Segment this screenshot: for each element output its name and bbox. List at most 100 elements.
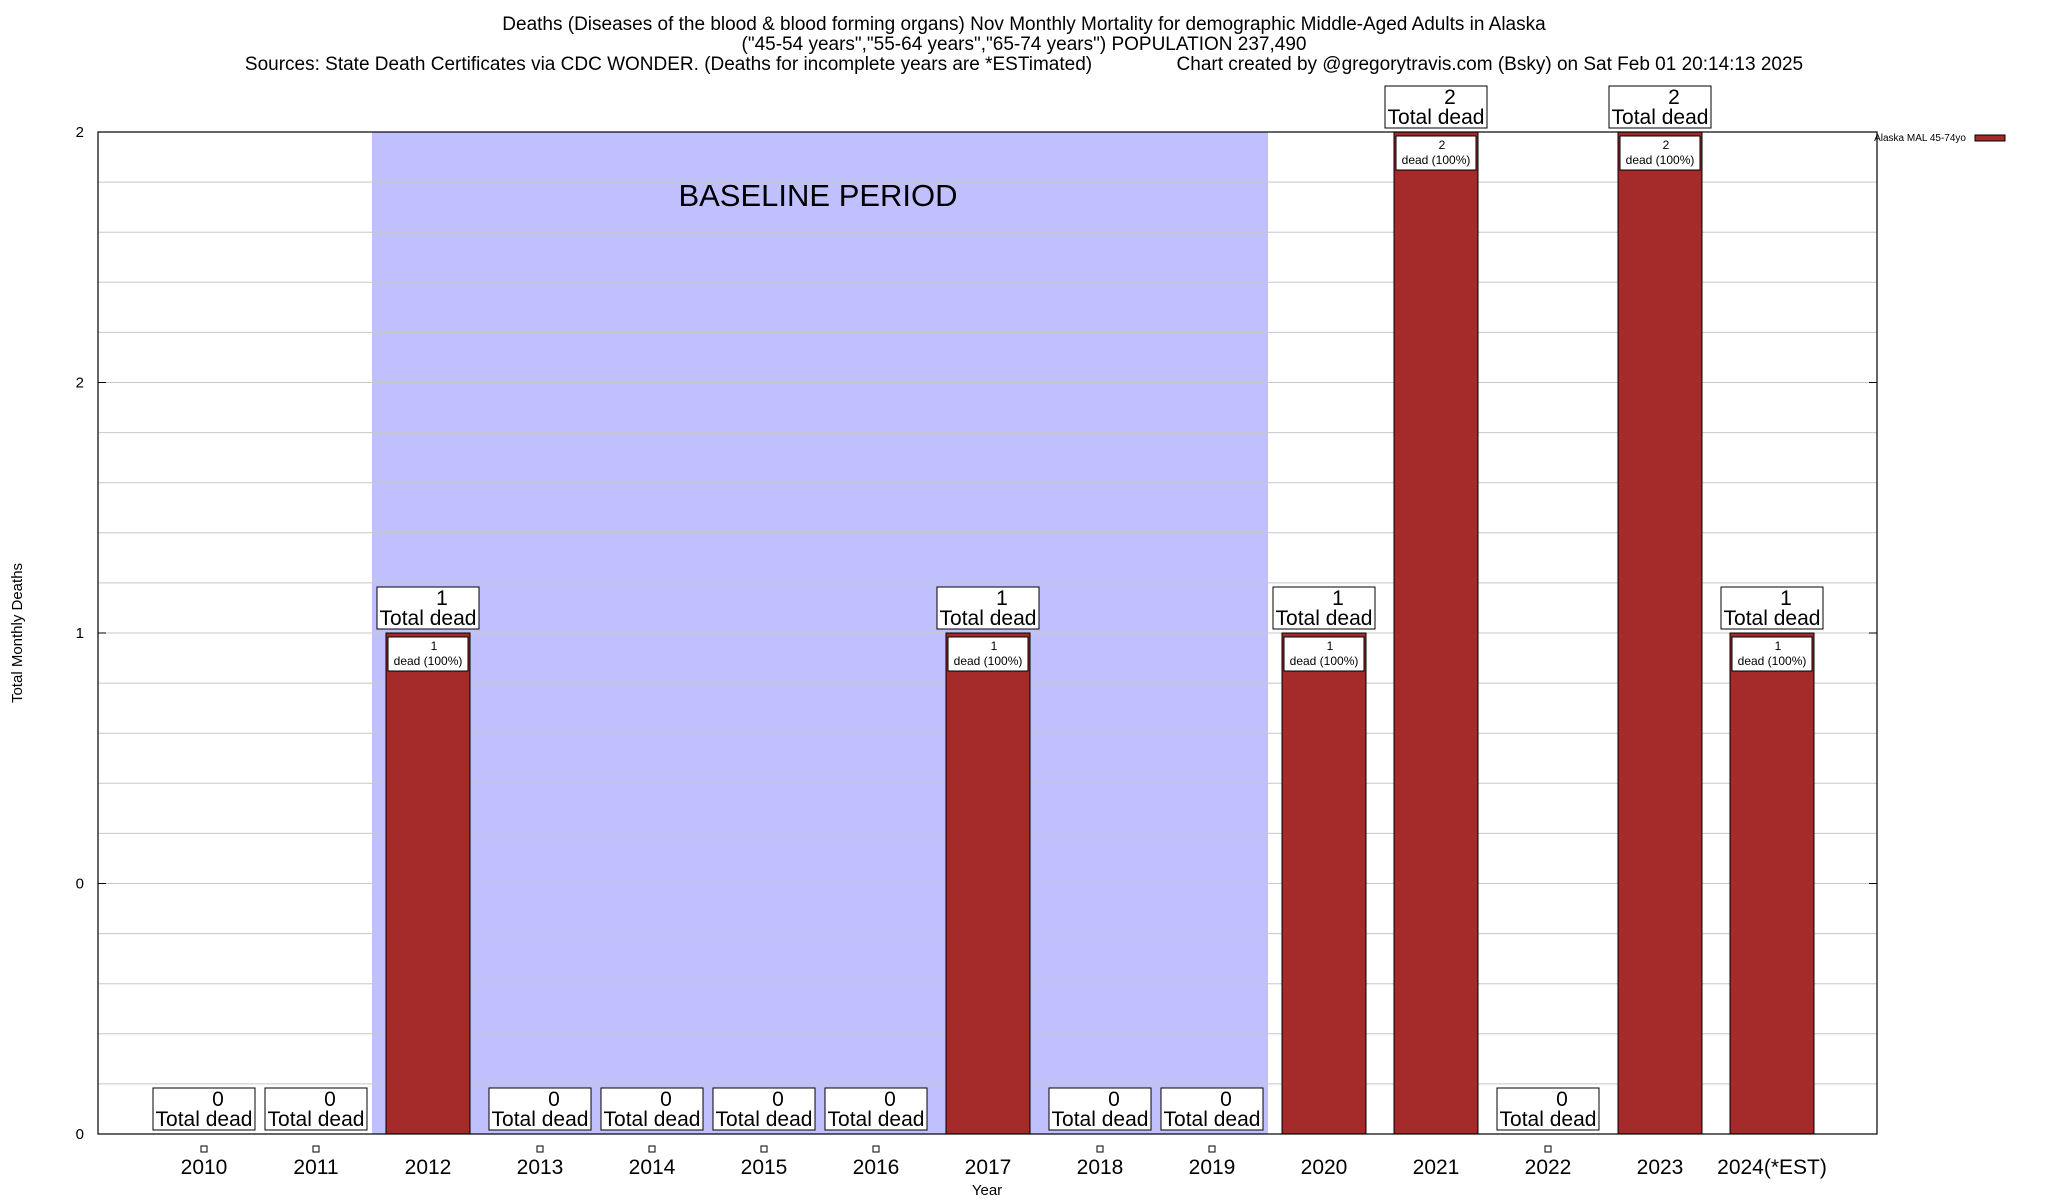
total-label-box <box>824 1087 928 1131</box>
y-tick-label: 2 <box>76 124 84 141</box>
total-label-box <box>712 1087 816 1131</box>
x-tick-label: 2017 <box>965 1156 1012 1179</box>
total-label-box <box>488 1087 592 1131</box>
bar-zero-marker <box>648 1145 656 1153</box>
inner-percent-label: dead (100%) <box>1626 153 1695 167</box>
total-value-label: 0 <box>212 1088 224 1111</box>
bar <box>1393 131 1479 1135</box>
bar-zero-marker <box>760 1145 768 1153</box>
total-value-label: 0 <box>548 1088 560 1111</box>
total-dead-label: Total dead <box>492 1108 589 1131</box>
total-label-box <box>1496 1087 1600 1131</box>
total-label-box <box>264 1087 368 1131</box>
x-tick-label: 2014 <box>629 1156 676 1179</box>
inner-value-label: 2 <box>1439 138 1446 152</box>
total-value-label: 1 <box>996 587 1008 610</box>
total-dead-label: Total dead <box>156 1108 253 1131</box>
inner-label-box <box>1395 135 1477 171</box>
bar <box>945 632 1031 1135</box>
total-value-label: 2 <box>1444 86 1456 109</box>
inner-percent-label: dead (100%) <box>1290 654 1359 668</box>
bar-zero-marker <box>312 1145 320 1153</box>
bar-zero-marker <box>1544 1145 1552 1153</box>
total-value-label: 0 <box>660 1088 672 1111</box>
inner-value-label: 1 <box>991 639 998 653</box>
total-label-box <box>1272 586 1376 630</box>
total-dead-label: Total dead <box>1612 106 1709 129</box>
x-tick-label: 2012 <box>405 1156 452 1179</box>
inner-value-label: 1 <box>431 639 438 653</box>
x-tick-label: 2015 <box>741 1156 788 1179</box>
x-tick-label: 2018 <box>1077 1156 1124 1179</box>
total-label-box <box>1048 1087 1152 1131</box>
bar-zero-marker <box>536 1145 544 1153</box>
y-axis-label: Total Monthly Deaths <box>9 563 26 703</box>
total-value-label: 0 <box>1220 1088 1232 1111</box>
inner-value-label: 1 <box>1775 639 1782 653</box>
x-tick-label: 2022 <box>1525 1156 1572 1179</box>
total-value-label: 0 <box>772 1088 784 1111</box>
bars <box>200 131 1815 1153</box>
total-label-box <box>600 1087 704 1131</box>
bar <box>385 632 471 1135</box>
total-label-box <box>1384 85 1488 129</box>
total-value-label: 2 <box>1668 86 1680 109</box>
total-value-label: 1 <box>436 587 448 610</box>
total-dead-label: Total dead <box>716 1108 813 1131</box>
total-label-box <box>1720 586 1824 630</box>
chart-title-line-3: Sources: State Death Certificates via CD… <box>244 54 1804 75</box>
total-dead-label: Total dead <box>1164 1108 1261 1131</box>
total-value-label: 1 <box>1780 587 1792 610</box>
inner-label-box <box>1619 135 1701 171</box>
y-tick-label: 1 <box>76 625 84 642</box>
bar <box>1729 632 1815 1135</box>
x-tick-label: 2021 <box>1413 1156 1460 1179</box>
bar-zero-marker <box>1096 1145 1104 1153</box>
y-tick-label: 0 <box>76 876 84 893</box>
legend: Alaska MAL 45-74yo <box>1874 133 2006 144</box>
total-value-label: 0 <box>324 1088 336 1111</box>
total-value-label: 1 <box>1332 587 1344 610</box>
total-dead-label: Total dead <box>1052 1108 1149 1131</box>
total-dead-label: Total dead <box>1724 607 1821 630</box>
x-tick-label: 2016 <box>853 1156 900 1179</box>
inner-label-box <box>387 636 469 672</box>
total-value-label: 0 <box>1108 1088 1120 1111</box>
total-label-box <box>1160 1087 1264 1131</box>
total-dead-label: Total dead <box>604 1108 701 1131</box>
baseline-period-label: BASELINE PERIOD <box>678 178 957 213</box>
x-tick-label: 2020 <box>1301 1156 1348 1179</box>
total-label-box <box>936 586 1040 630</box>
total-label-box <box>1608 85 1712 129</box>
total-label-box <box>376 586 480 630</box>
total-value-label: 0 <box>884 1088 896 1111</box>
y-axis-ticks: 0 0 1 2 2 <box>76 124 1877 1143</box>
x-tick-label: 2019 <box>1189 1156 1236 1179</box>
inner-label-box <box>947 636 1029 672</box>
total-dead-label: Total dead <box>940 607 1037 630</box>
chart-title-line-1: Deaths (Diseases of the blood & blood fo… <box>502 14 1546 35</box>
total-label-box <box>152 1087 256 1131</box>
inner-percent-label: dead (100%) <box>1738 654 1807 668</box>
bar <box>1281 632 1367 1135</box>
bar-zero-marker <box>200 1145 208 1153</box>
y-tick-label: 2 <box>76 375 84 392</box>
legend-label: Alaska MAL 45-74yo <box>1874 133 1966 144</box>
legend-swatch <box>1974 134 2006 142</box>
inner-percent-label: dead (100%) <box>394 654 463 668</box>
x-axis-ticks: 2010 2011 2012 2013 2014 2015 2016 2017 2018 2019… <box>181 1156 1827 1179</box>
inner-value-label: 2 <box>1663 138 1670 152</box>
bar <box>1617 131 1703 1135</box>
chart-title-line-2: ("45-54 years","55-64 years","65-74 year… <box>741 34 1307 55</box>
y-tick-label: 0 <box>76 1126 84 1143</box>
x-tick-label: 2023 <box>1637 1156 1684 1179</box>
bar-zero-marker <box>1208 1145 1216 1153</box>
x-tick-label: 2010 <box>181 1156 228 1179</box>
total-value-label: 0 <box>1556 1088 1568 1111</box>
total-dead-label: Total dead <box>268 1108 365 1131</box>
inner-percent-label: dead (100%) <box>1402 153 1471 167</box>
x-axis-label: Year <box>972 1182 1002 1199</box>
total-dead-label: Total dead <box>1500 1108 1597 1131</box>
